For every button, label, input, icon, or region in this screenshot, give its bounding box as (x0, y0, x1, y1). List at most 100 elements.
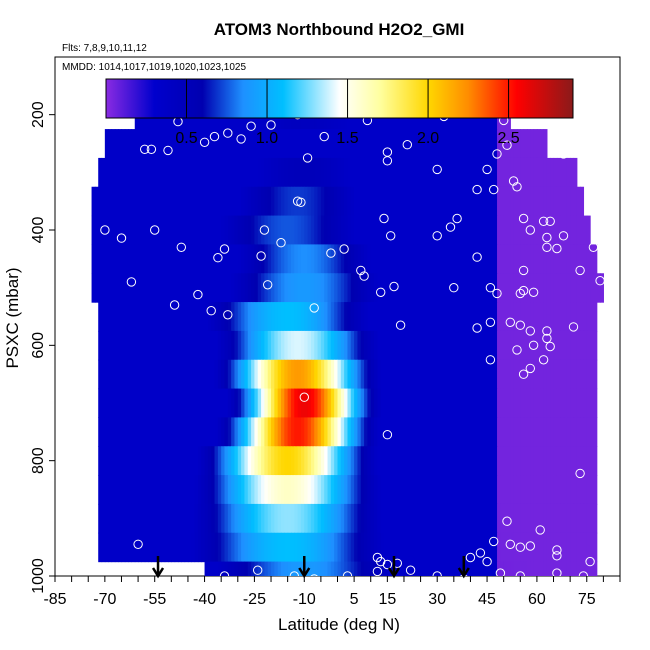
heatmap-cell (191, 273, 196, 303)
heatmap-cell (500, 446, 505, 476)
heatmap-cell (437, 157, 442, 188)
heatmap-cell (141, 157, 146, 188)
heatmap-cell (480, 532, 485, 563)
heatmap-cell (104, 129, 109, 159)
sample-point (552, 243, 562, 254)
heatmap-cell (168, 186, 172, 217)
heatmap-cell (324, 186, 329, 217)
heatmap-cell (197, 186, 202, 217)
heatmap-cell (360, 417, 365, 447)
heatmap-cell (217, 388, 222, 419)
heatmap-cell (121, 475, 126, 505)
heatmap-cell (251, 302, 256, 332)
heatmap-cell (450, 215, 455, 246)
heatmap-cell (430, 475, 435, 505)
heatmap-cell (430, 561, 435, 576)
heatmap-cell (487, 417, 491, 447)
y-tick-label: 200 (30, 101, 47, 128)
heatmap-cell (513, 417, 518, 447)
heatmap-cell (460, 417, 465, 447)
heatmap-cell (168, 475, 172, 505)
heatmap-cell (357, 532, 362, 563)
heatmap-cell (264, 388, 269, 419)
heatmap-cell (450, 330, 455, 361)
heatmap-cell (317, 417, 322, 447)
heatmap-cell (314, 446, 319, 476)
heatmap-cell (397, 475, 402, 505)
heatmap-cell (413, 157, 418, 188)
heatmap-cell (304, 532, 309, 563)
heatmap-cell (523, 446, 528, 476)
heatmap-cell (287, 129, 292, 159)
heatmap-cell (340, 388, 345, 419)
heatmap-cell (201, 129, 206, 159)
heatmap-cell (407, 417, 412, 447)
heatmap-cell (161, 359, 166, 390)
heatmap-cell (324, 359, 329, 390)
heatmap-cell (497, 446, 501, 476)
heatmap-cell (510, 302, 515, 332)
heatmap-cell (98, 244, 103, 274)
heatmap-cell (437, 215, 442, 246)
heatmap-cell (237, 129, 242, 159)
heatmap-cell (556, 330, 561, 361)
heatmap-cell (380, 446, 385, 476)
heatmap-cell (370, 273, 375, 303)
heatmap-cell (261, 129, 265, 159)
heatmap-cell (354, 302, 359, 332)
heatmap-cell (191, 503, 196, 534)
heatmap-cell (128, 388, 133, 419)
heatmap-cell (244, 129, 249, 159)
sample-point (395, 320, 406, 330)
heatmap-cell (516, 388, 521, 419)
heatmap-cell (516, 503, 521, 534)
heatmap-cell (580, 446, 585, 476)
down-arrow-icon (151, 556, 165, 579)
heatmap-cell (560, 273, 565, 303)
heatmap-cell (493, 302, 498, 332)
heatmap-cell (583, 330, 588, 361)
heatmap-cell (264, 273, 269, 303)
sample-point (505, 317, 515, 327)
heatmap-cell (187, 330, 192, 361)
heatmap-cell (254, 273, 259, 303)
heatmap-cell (224, 503, 229, 534)
heatmap-cell (477, 273, 482, 303)
sample-point (449, 283, 459, 293)
heatmap-cell (300, 186, 305, 217)
heatmap-cell (161, 388, 166, 419)
heatmap-cell (191, 330, 196, 361)
heatmap-cell (410, 417, 415, 447)
heatmap-cell (380, 475, 385, 505)
heatmap-cell (257, 129, 262, 159)
heatmap-cell (168, 157, 172, 188)
heatmap-cell (530, 244, 535, 274)
colorbar-ticks: 0.5 1.0 1.5 2.0 2.5 (175, 79, 520, 147)
colorbar-tick-label: 0.5 (175, 130, 197, 147)
heatmap-cell (413, 532, 418, 563)
heatmap-cell (138, 215, 143, 246)
x-tick-label: -70 (93, 591, 116, 608)
sample-point (299, 392, 309, 402)
heatmap-cell (430, 186, 435, 217)
heatmap-cell (360, 302, 365, 332)
heatmap-cell (310, 215, 315, 246)
heatmap-cell (277, 302, 282, 332)
heatmap-cell (224, 475, 229, 505)
heatmap-cell (340, 446, 345, 476)
heatmap-cell (174, 532, 179, 563)
heatmap-cell (420, 157, 425, 188)
x-tick-label: -10 (293, 591, 316, 608)
heatmap-cell (374, 561, 378, 576)
heatmap-cell (114, 475, 119, 505)
heatmap-cell (134, 330, 139, 361)
heatmap-cell (560, 215, 565, 246)
sample-point (542, 333, 552, 344)
heatmap-cell (483, 302, 488, 332)
heatmap-cell (483, 215, 488, 246)
heatmap-cell (563, 532, 568, 563)
heatmap-cell (307, 446, 312, 476)
heatmap-cell (201, 273, 206, 303)
heatmap-cell (403, 244, 408, 274)
heatmap-cell (211, 157, 216, 188)
